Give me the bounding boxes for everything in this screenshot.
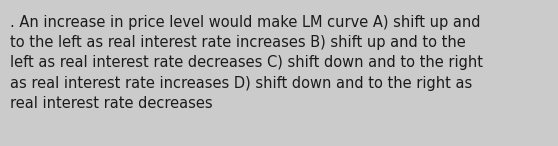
Text: . An increase in price level would make LM curve A) shift up and
to the left as : . An increase in price level would make … <box>10 15 483 111</box>
